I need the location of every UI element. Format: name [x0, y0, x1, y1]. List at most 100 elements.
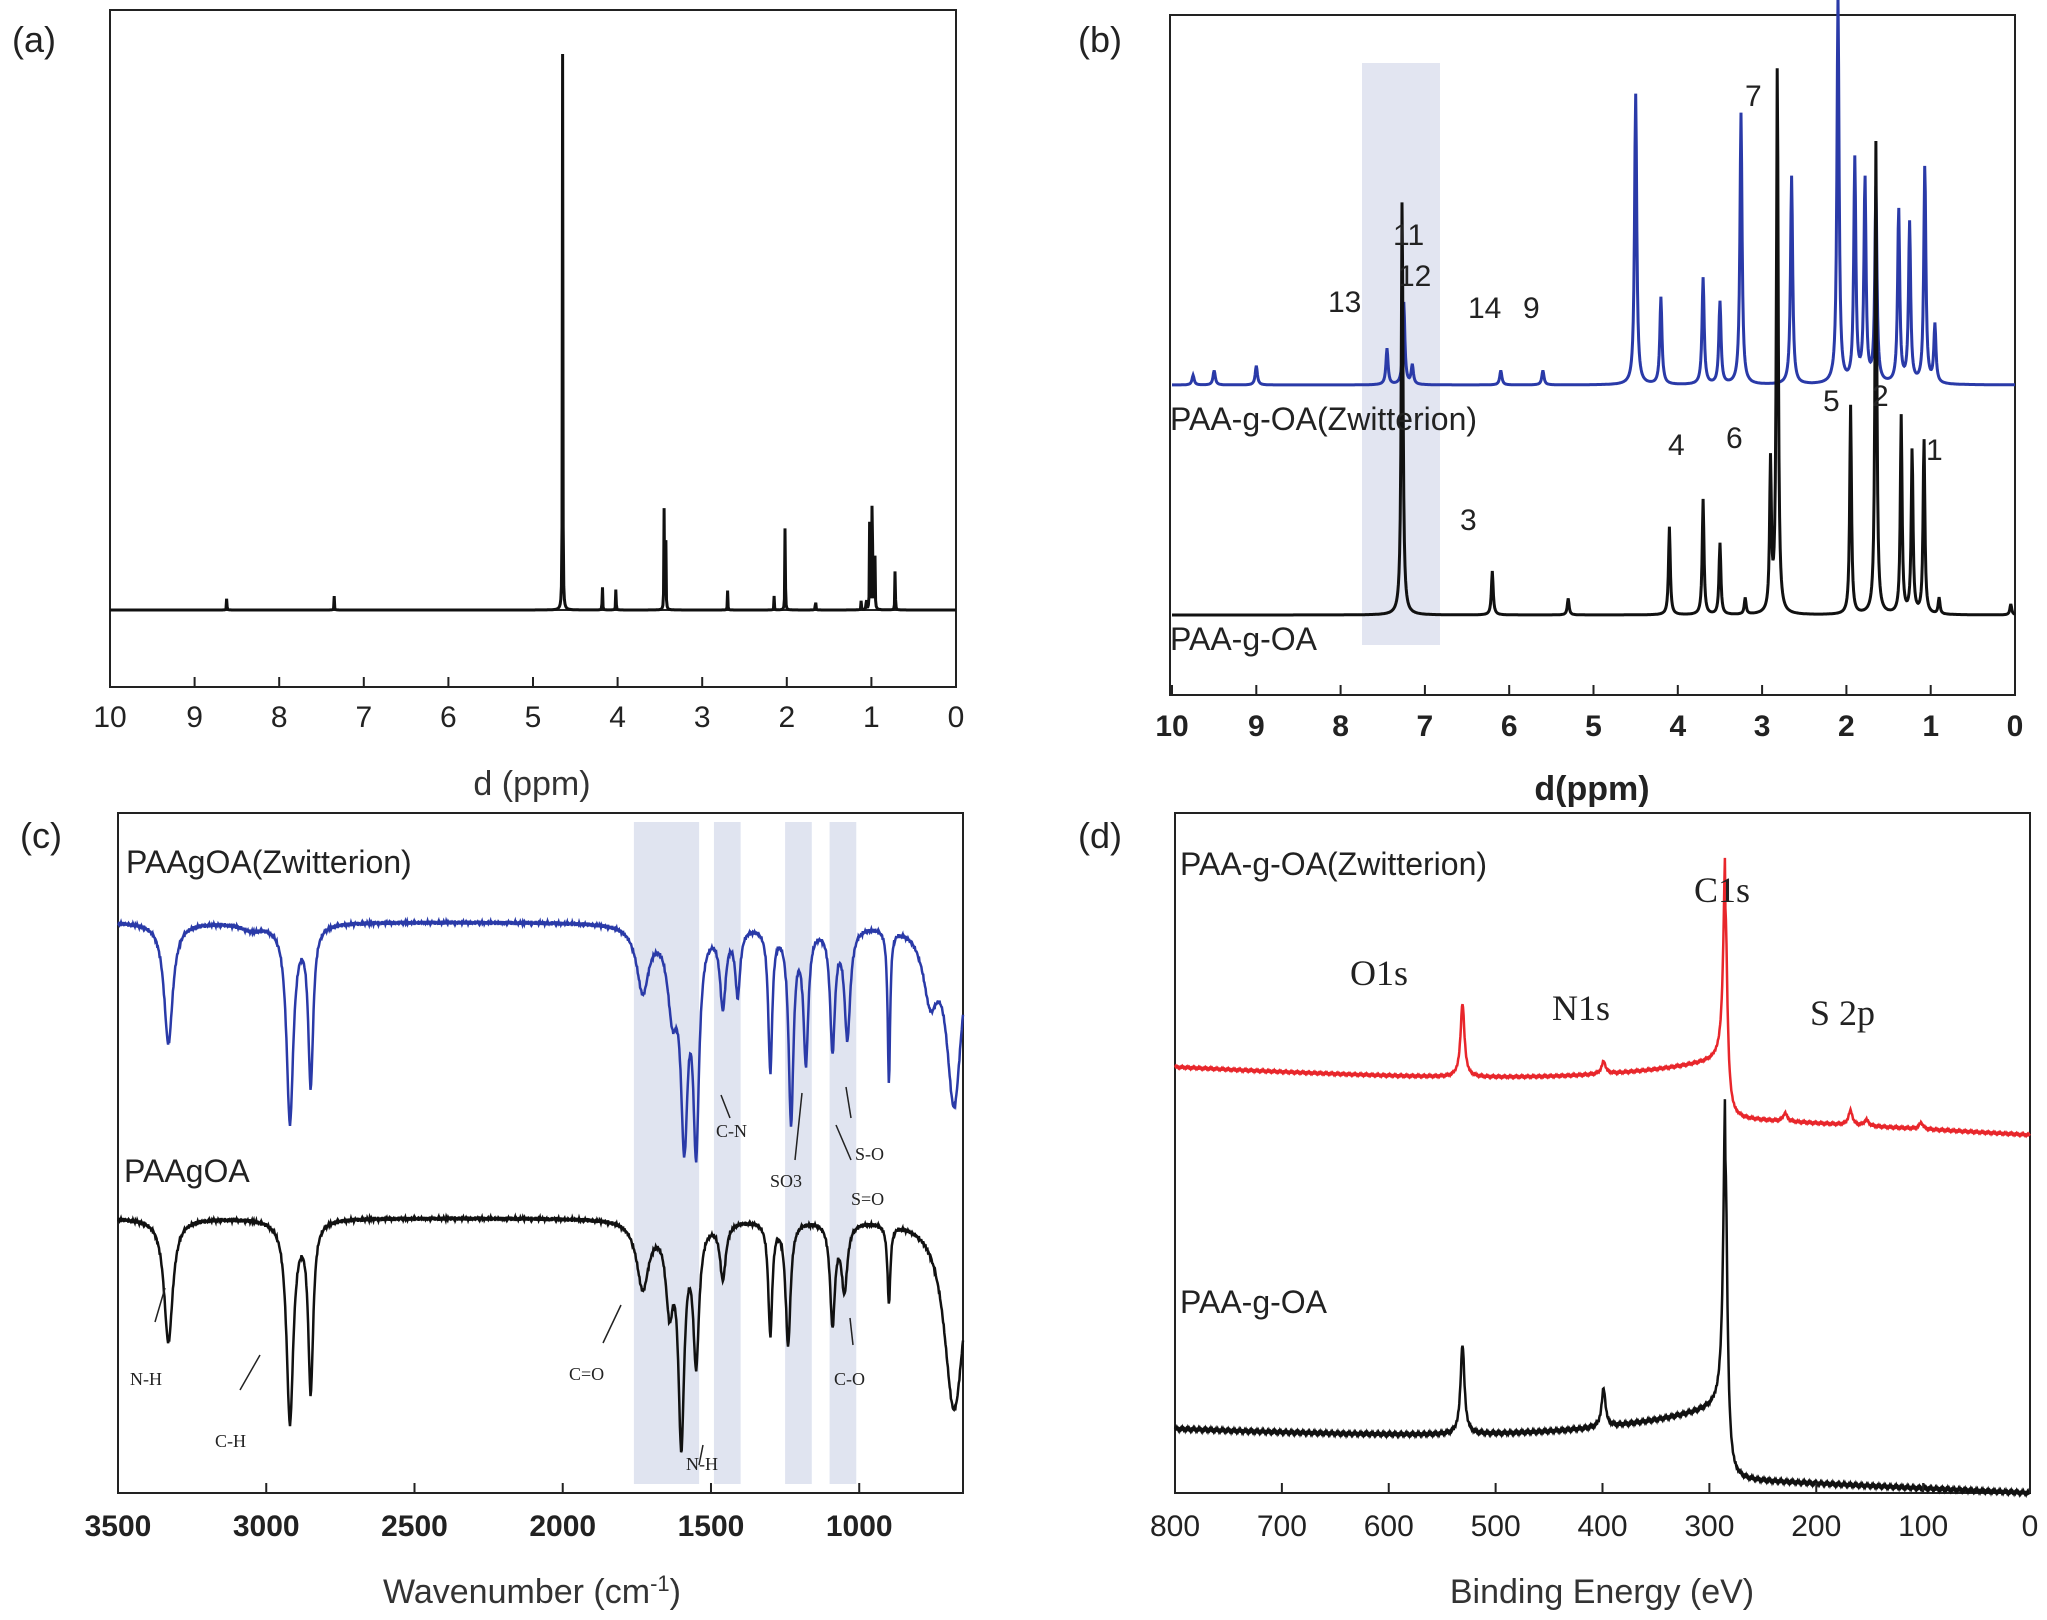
panel-a-x-label: d (ppm)	[473, 765, 590, 803]
panel-b-spectrum-paa-g-oa	[1172, 68, 2016, 617]
panel-a-tick-label: 10	[93, 701, 126, 734]
annotation-c-double-o: C=O	[569, 1364, 604, 1384]
panel-b-tick-label: 2	[1838, 710, 1855, 743]
panel-c-shade-band	[785, 822, 812, 1484]
panel-d-tick-label: 500	[1471, 1510, 1521, 1543]
panel-d: (d) PAA-g-OA(Zwitterion) PAA-g-OA O1s N1…	[1078, 812, 2038, 1611]
annotation-n-h-bend: N-H	[686, 1454, 718, 1474]
panel-c-x-label: Wavenumber (cm-1)	[383, 1571, 681, 1611]
panel-b-tick-label: 0	[2007, 710, 2024, 743]
peak-label-c1s: C1s	[1694, 870, 1750, 910]
panel-c-series-zwitterion-label: PAAgOA(Zwitterion)	[126, 844, 412, 880]
panel-c-shade-band	[633, 822, 700, 1484]
panel-b-frame	[1169, 14, 2016, 696]
annotation-s-double-o: S=O	[851, 1189, 884, 1209]
panel-b-x-ticks: 10 9 8 7 6 5 4 3 2 1 0	[1155, 685, 2023, 743]
panel-d-x-ticks: 800 700 600 500 400 300 200 100 0	[1150, 1483, 2038, 1543]
panel-b-series-paa-g-oa-label: PAA-g-OA	[1170, 621, 1318, 657]
panel-b-tick-label: 10	[1155, 710, 1188, 743]
panel-c-series-paagoa-label: PAAgOA	[124, 1153, 250, 1189]
panel-c-tick-label: 3000	[233, 1510, 300, 1543]
peak-label-n1s: N1s	[1552, 988, 1610, 1028]
panel-b-tick-label: 7	[1417, 710, 1434, 743]
peak-label-6: 6	[1726, 422, 1743, 455]
panel-c-shade-band	[713, 822, 741, 1484]
panel-a-tick-label: 1	[863, 701, 880, 734]
panel-c-tick-label: 2500	[381, 1510, 448, 1543]
panel-a-frame	[109, 9, 957, 688]
annotation-c-n: C-N	[716, 1121, 747, 1141]
panel-c-spectrum-zwitterion	[117, 916, 965, 1163]
panel-b-tick-label: 1	[1922, 710, 1939, 743]
peak-label-12: 12	[1398, 260, 1431, 293]
panel-a-tick-label: 9	[186, 701, 203, 734]
peak-label-13: 13	[1328, 286, 1361, 319]
panel-a-tick-label: 7	[355, 701, 372, 734]
annotation-so3: SO3	[770, 1171, 802, 1191]
panel-a-tick-label: 6	[440, 701, 457, 734]
peak-label-14: 14	[1468, 292, 1501, 325]
panel-b-tick-label: 4	[1669, 710, 1686, 743]
panel-a-tick-label: 0	[948, 701, 965, 734]
panel-b-tick-label: 3	[1754, 710, 1771, 743]
panel-c: (c) PAAgOA(Zwitterion) PAAgOA C-N SO3 S-…	[20, 812, 965, 1611]
panel-c-label: (c)	[20, 815, 62, 856]
panel-d-tick-label: 0	[2022, 1510, 2039, 1543]
panel-d-x-label: Binding Energy (eV)	[1450, 1573, 1754, 1611]
panel-b-spectrum-zwitterion	[1172, 0, 2015, 387]
panel-c-x-ticks: 3500 3000 2500 2000 1500 1000	[85, 1483, 893, 1543]
panel-d-tick-label: 700	[1257, 1510, 1307, 1543]
peak-label-o1s: O1s	[1350, 953, 1408, 993]
peak-label-7: 7	[1745, 80, 1762, 113]
panel-a-x-ticks: 10 9 8 7 6 5 4 3 2 1 0	[93, 677, 964, 734]
panel-a-tick-label: 2	[778, 701, 795, 734]
panel-d-tick-label: 600	[1364, 1510, 1414, 1543]
panel-c-shade-band	[829, 822, 857, 1484]
panel-a-tick-label: 3	[694, 701, 711, 734]
annotation-n-h-stretch: N-H	[130, 1369, 162, 1389]
panel-a: (a) 10 9 8 7 6 5 4 3 2 1 0 d (ppm)	[12, 9, 964, 803]
peak-label-1: 1	[1926, 434, 1943, 467]
panel-b-tick-label: 6	[1501, 710, 1518, 743]
panel-c-frame	[117, 812, 964, 1494]
panel-b-tick-label: 9	[1248, 710, 1265, 743]
annotation-c-h: C-H	[215, 1431, 246, 1451]
panel-d-tick-label: 300	[1684, 1510, 1734, 1543]
panel-a-tick-label: 4	[609, 701, 626, 734]
panel-c-tick-label: 1500	[678, 1510, 745, 1543]
peak-label-3: 3	[1460, 504, 1477, 537]
peak-label-9: 9	[1523, 292, 1540, 325]
panel-d-label: (d)	[1078, 815, 1122, 856]
panel-a-tick-label: 8	[271, 701, 288, 734]
panel-d-series-paa-g-oa-label: PAA-g-OA	[1180, 1284, 1328, 1320]
panel-c-annotation-leaders	[154, 1086, 854, 1466]
panel-a-tick-label: 5	[525, 701, 542, 734]
panel-d-tick-label: 200	[1791, 1510, 1841, 1543]
panel-c-shaded-regions	[633, 822, 857, 1484]
peak-label-s2p: S 2p	[1810, 993, 1875, 1033]
panel-d-spectrum-zwitterion	[1173, 857, 2031, 1139]
panel-c-tick-label: 2000	[529, 1510, 596, 1543]
panel-d-tick-label: 400	[1577, 1510, 1627, 1543]
peak-label-11: 11	[1393, 219, 1424, 252]
panel-b-tick-label: 5	[1585, 710, 1602, 743]
panel-a-label: (a)	[12, 19, 56, 60]
annotation-s-o: S-O	[855, 1144, 884, 1164]
peak-label-5: 5	[1823, 385, 1840, 418]
panel-d-series-zwitterion-label: PAA-g-OA(Zwitterion)	[1180, 846, 1487, 882]
panel-d-tick-label: 100	[1898, 1510, 1948, 1543]
panel-c-tick-label: 3500	[85, 1510, 152, 1543]
peak-label-4: 4	[1668, 429, 1685, 462]
panel-b-tick-label: 8	[1332, 710, 1349, 743]
panel-b-series-zwitterion-label: PAA-g-OA(Zwitterion)	[1170, 401, 1477, 437]
panel-c-tick-label: 1000	[826, 1510, 893, 1543]
peak-label-2: 2	[1872, 380, 1889, 413]
panel-a-spectrum	[110, 53, 956, 612]
panel-d-tick-label: 800	[1150, 1510, 1200, 1543]
panel-b: (b) PAA-g-OA(Zwitterion) PAA-g-OA 13 11 …	[1078, 0, 2023, 808]
annotation-c-o: C-O	[834, 1369, 865, 1389]
panel-c-spectrum-paagoa	[116, 1212, 965, 1453]
panel-b-x-label: d(ppm)	[1534, 770, 1649, 808]
panel-b-label: (b)	[1078, 19, 1122, 60]
